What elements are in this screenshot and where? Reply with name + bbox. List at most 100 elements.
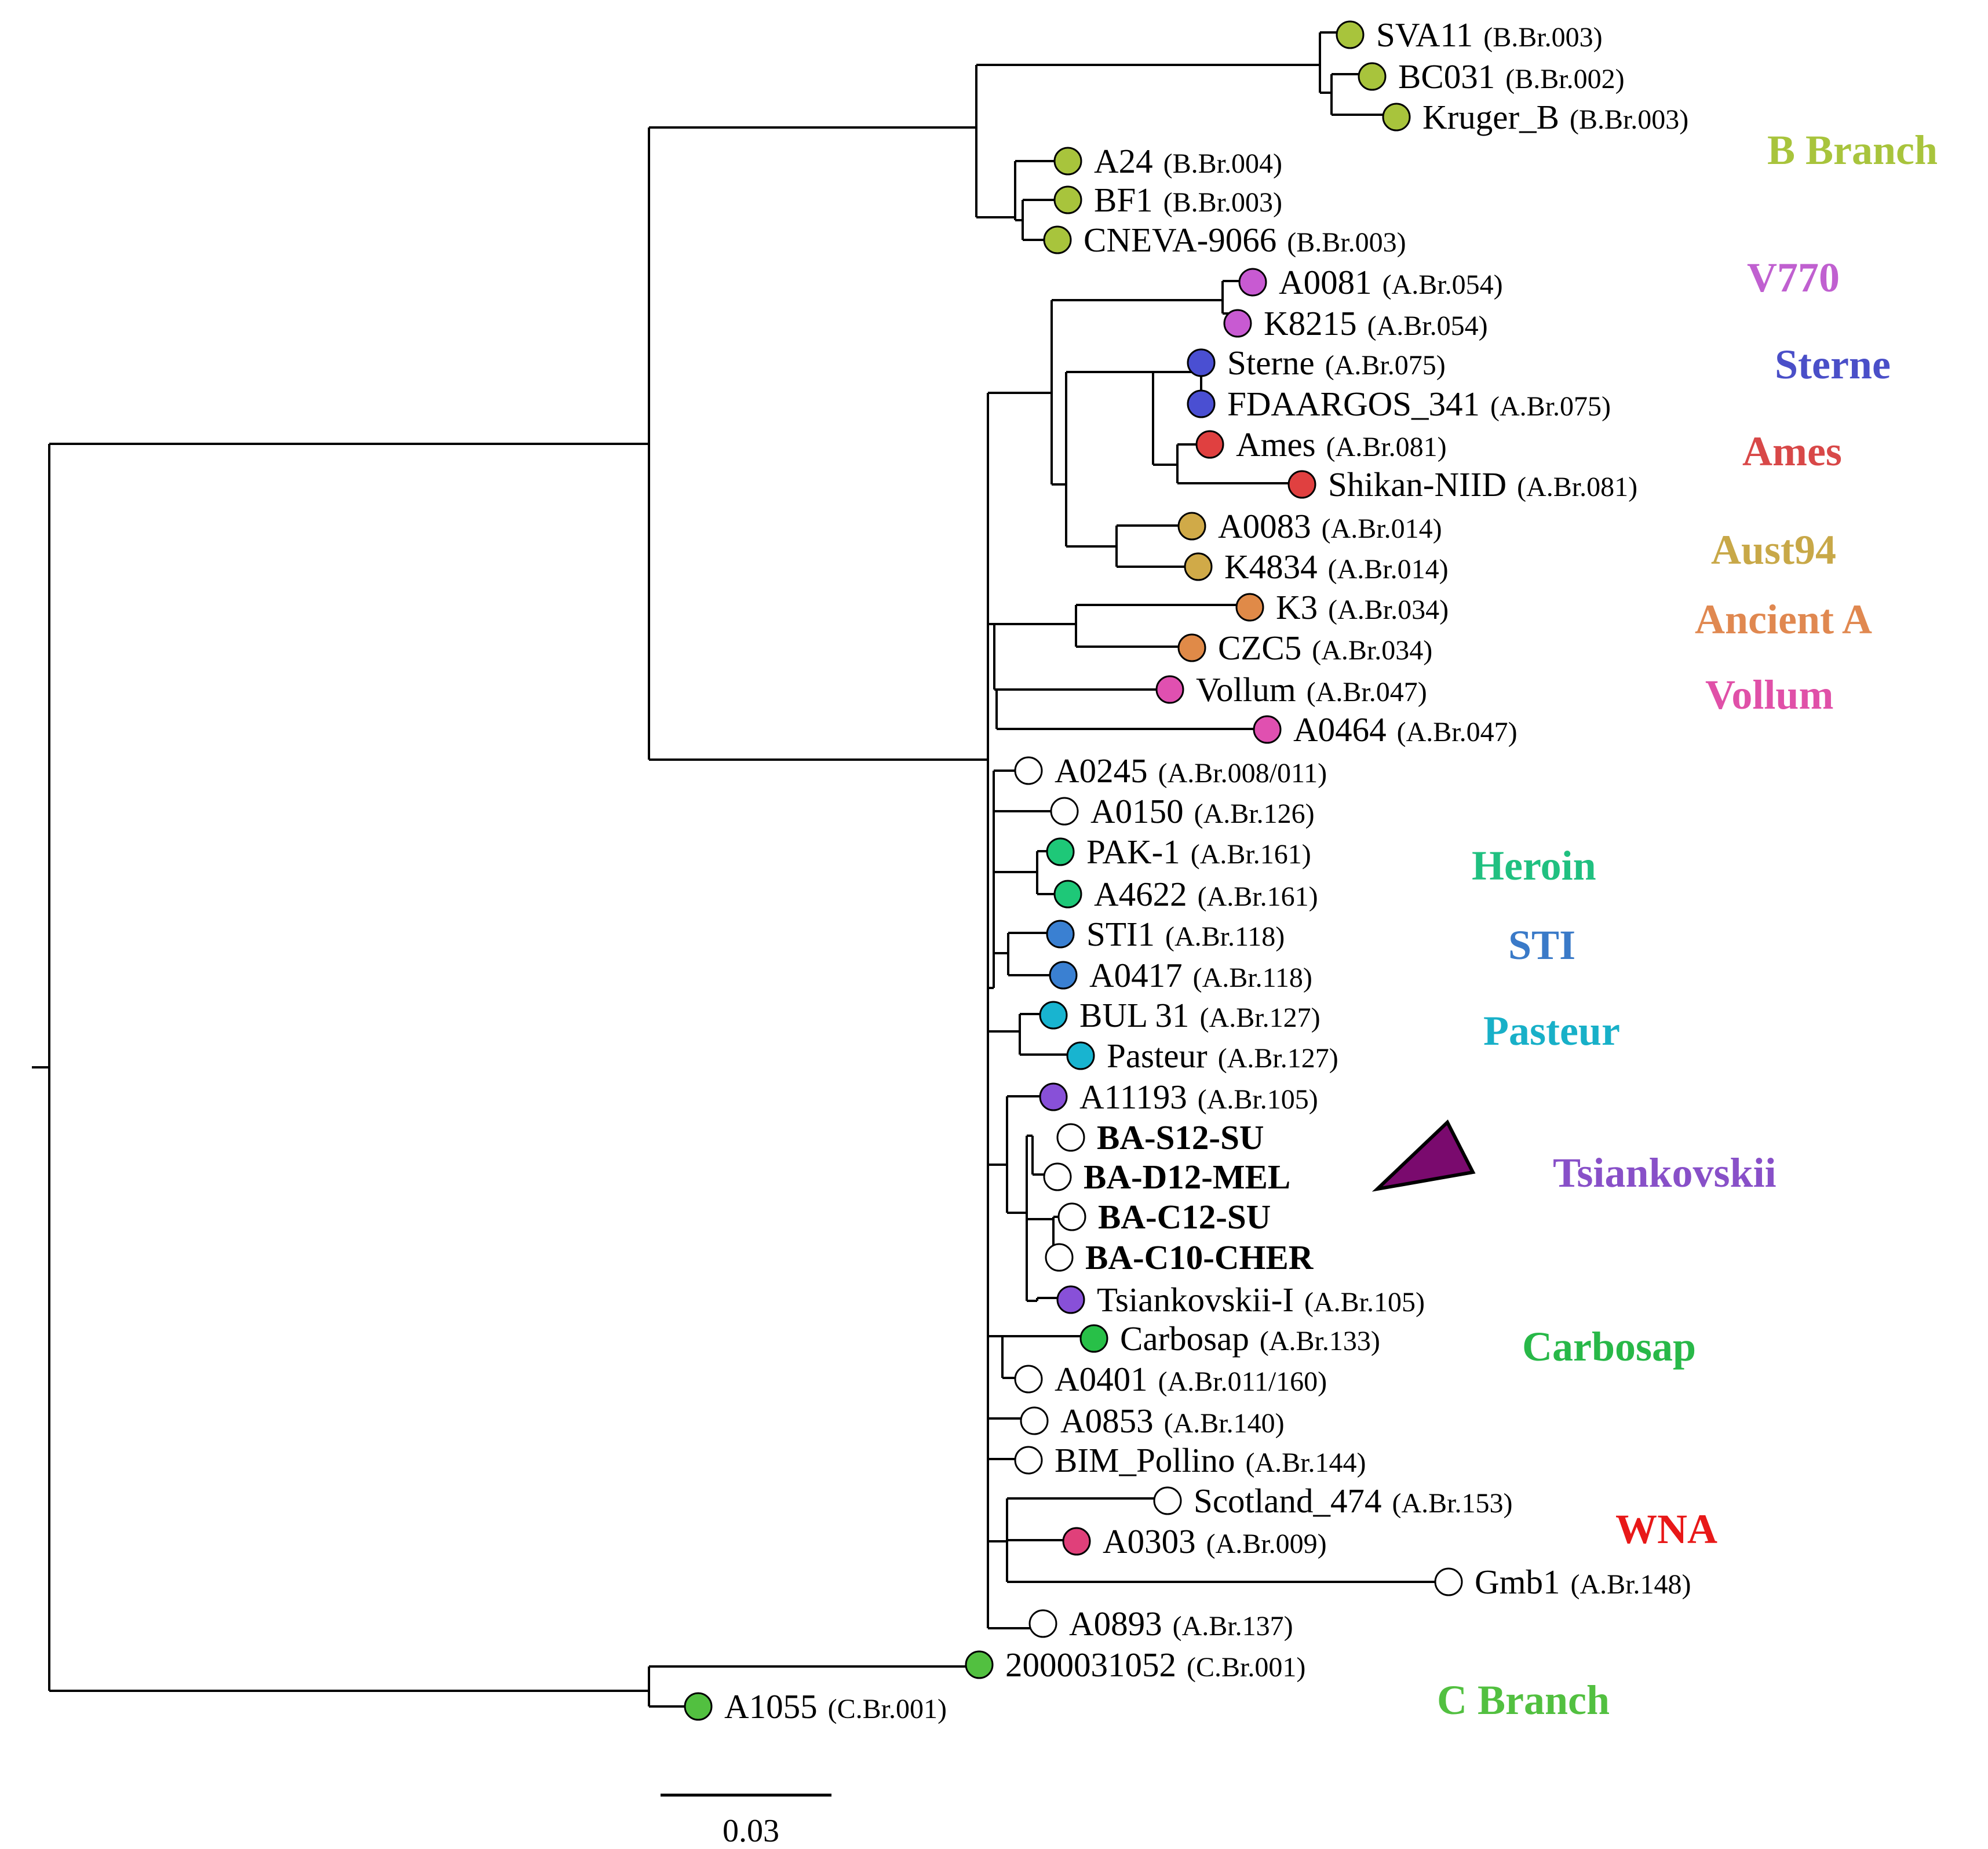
tip-dot-icon <box>1014 756 1043 785</box>
tip-name: Ames <box>1236 425 1316 464</box>
clade-label-ames: Ames <box>1742 428 1842 475</box>
tip-dot-icon <box>1358 62 1387 91</box>
tip-label: A0853 (A.Br.140) <box>1060 1402 1285 1440</box>
tip-pasteur: Pasteur (A.Br.127) <box>1066 1037 1338 1075</box>
tip-name: A0464 <box>1293 710 1387 749</box>
tip-code: (B.Br.003) <box>1287 227 1406 258</box>
tip-name: STI1 <box>1086 915 1155 953</box>
tip-a0464: A0464 (A.Br.047) <box>1253 710 1518 749</box>
scale-bar-label: 0.03 <box>723 1813 779 1849</box>
tip-code: (A.Br.054) <box>1383 269 1503 300</box>
tip-a1055: A1055 (C.Br.001) <box>684 1687 947 1726</box>
tip-a11193: A11193 (A.Br.105) <box>1039 1078 1318 1116</box>
clade-label-heroin: Heroin <box>1472 843 1596 889</box>
tip-dot-icon <box>1014 1446 1043 1475</box>
tip-name: K8215 <box>1264 304 1357 342</box>
marker-triangle-icon <box>1371 1119 1476 1192</box>
tip-vollum: Vollum (A.Br.047) <box>1155 670 1427 709</box>
tip-czc5: CZC5 (A.Br.034) <box>1177 629 1432 667</box>
tip-label: Carbosap (A.Br.133) <box>1120 1319 1380 1358</box>
tip-code: (A.Br.105) <box>1198 1084 1318 1115</box>
tip-dot-icon <box>1336 20 1365 49</box>
tip-dot-icon <box>1046 920 1075 949</box>
tip-a0150: A0150 (A.Br.126) <box>1050 792 1315 830</box>
tip-a0401: A0401 (A.Br.011/160) <box>1014 1360 1327 1398</box>
tip-name: A0083 <box>1218 507 1311 545</box>
tip-dot-icon <box>1045 1243 1074 1272</box>
tip-code: (A.Br.105) <box>1304 1287 1425 1318</box>
tip-dot-icon <box>1253 715 1282 744</box>
tip-dot-icon <box>1238 268 1267 297</box>
tip-name: K4834 <box>1224 548 1318 586</box>
tip-code: (A.Br.148) <box>1571 1569 1691 1600</box>
tip-label: A0464 (A.Br.047) <box>1293 710 1518 749</box>
tip-name: PAK-1 <box>1086 833 1180 871</box>
tip-dot-icon <box>684 1692 713 1721</box>
tip-ba-s12-su: BA-S12-SU <box>1056 1118 1264 1157</box>
tip-label: Kruger_B (B.Br.003) <box>1422 98 1688 136</box>
clade-label-wna: WNA <box>1615 1506 1717 1552</box>
tip-k8215: K8215 (A.Br.054) <box>1223 304 1488 342</box>
tip-name: Shikan-NIID <box>1328 465 1506 504</box>
tip-label: BUL 31 (A.Br.127) <box>1079 996 1321 1034</box>
tip-ba-d12-mel: BA-D12-MEL <box>1043 1158 1290 1196</box>
tip-label: Sterne (A.Br.075) <box>1227 344 1446 382</box>
tip-label: A24 (B.Br.004) <box>1094 142 1282 180</box>
tip-shikan-niid: Shikan-NIID (A.Br.081) <box>1287 465 1637 504</box>
tip-a4622: A4622 (A.Br.161) <box>1053 875 1318 913</box>
clade-label-sterne: Sterne <box>1775 341 1891 388</box>
tip-label: Vollum (A.Br.047) <box>1196 670 1427 709</box>
tip-label: A11193 (A.Br.105) <box>1079 1078 1318 1116</box>
tip-name: A0303 <box>1103 1522 1196 1560</box>
tip-label: SVA11 (B.Br.003) <box>1376 16 1603 54</box>
tip-name: Kruger_B <box>1422 98 1559 136</box>
tip-label: CZC5 (A.Br.034) <box>1218 629 1432 667</box>
tip-sva11: SVA11 (B.Br.003) <box>1336 16 1603 54</box>
tip-dot-icon <box>1046 837 1075 866</box>
tip-dot-icon <box>1155 675 1184 704</box>
tip-dot-icon <box>1079 1324 1108 1353</box>
tip-bc031: BC031 (B.Br.002) <box>1358 57 1625 96</box>
tip-code: (B.Br.004) <box>1163 148 1282 179</box>
tip-kruger-b: Kruger_B (B.Br.003) <box>1382 98 1688 136</box>
clade-label-sti: STI <box>1508 922 1575 968</box>
tip-label: Tsiankovskii-I (A.Br.105) <box>1097 1281 1425 1319</box>
tip-code: (A.Br.133) <box>1260 1326 1380 1356</box>
tip-label: BC031 (B.Br.002) <box>1398 57 1625 96</box>
clade-label-tsiankovskii: Tsiankovskii <box>1553 1150 1777 1196</box>
tip-name: A0893 <box>1069 1604 1162 1643</box>
tip-code: (A.Br.144) <box>1245 1447 1366 1478</box>
tip-bim-pollino: BIM_Pollino (A.Br.144) <box>1014 1441 1366 1479</box>
tip-name: Gmb1 <box>1475 1563 1560 1601</box>
tip-name: A4622 <box>1094 875 1187 913</box>
tip-label: BA-D12-MEL <box>1084 1158 1290 1196</box>
tip-name: BIM_Pollino <box>1055 1441 1235 1479</box>
tip-sti1: STI1 (A.Br.118) <box>1046 915 1285 953</box>
tip-label: PAK-1 (A.Br.161) <box>1086 833 1311 871</box>
tip-ames: Ames (A.Br.081) <box>1195 425 1447 464</box>
tip-dot-icon <box>1053 147 1082 176</box>
tip-name: BA-D12-MEL <box>1084 1158 1290 1196</box>
tip-name: BA-C12-SU <box>1098 1198 1271 1236</box>
clade-label-b-branch: B Branch <box>1767 127 1938 173</box>
tip-code: (A.Br.047) <box>1397 717 1518 747</box>
tip-code: (A.Br.075) <box>1490 391 1611 422</box>
tip-label: A0893 (A.Br.137) <box>1069 1604 1293 1643</box>
tip-label: A1055 (C.Br.001) <box>724 1687 947 1726</box>
tip-a0081: A0081 (A.Br.054) <box>1238 263 1503 301</box>
tip-ba-c10-cher: BA-C10-CHER <box>1045 1238 1314 1277</box>
tip-code: (B.Br.003) <box>1163 187 1282 218</box>
tip-name: K3 <box>1276 588 1318 626</box>
tip-code: (A.Br.034) <box>1328 595 1449 625</box>
tip-code: (A.Br.034) <box>1312 635 1432 666</box>
tip-label: FDAARGOS_341 (A.Br.075) <box>1227 385 1611 423</box>
tip-code: (A.Br.011/160) <box>1158 1366 1327 1397</box>
tip-name: BA-S12-SU <box>1097 1118 1264 1157</box>
tip-label: 2000031052 (C.Br.001) <box>1005 1646 1305 1684</box>
clade-label-v770: V770 <box>1747 254 1840 301</box>
tip-dot-icon <box>1187 389 1216 418</box>
tip-code: (A.Br.127) <box>1218 1043 1338 1074</box>
tip-dot-icon <box>1050 797 1079 826</box>
tip-tsiankovskii-i: Tsiankovskii-I (A.Br.105) <box>1056 1281 1425 1319</box>
tip-name: 2000031052 <box>1005 1646 1176 1684</box>
